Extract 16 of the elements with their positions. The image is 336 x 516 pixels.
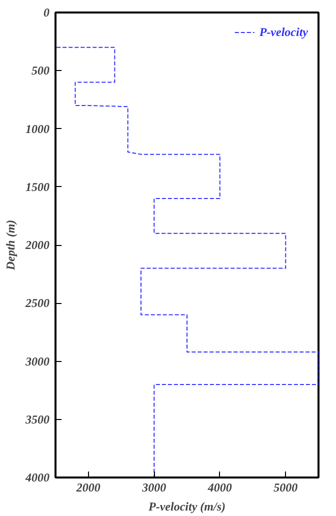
x-tick-label: 5000 xyxy=(274,480,298,494)
x-tick-label: 4000 xyxy=(206,480,232,494)
x-tick-label: 2000 xyxy=(75,480,100,494)
y-tick-label: 3500 xyxy=(24,412,50,426)
y-tick-label: 4000 xyxy=(24,470,50,484)
y-tick-label: 1000 xyxy=(26,122,50,136)
legend-label: P-velocity xyxy=(259,24,308,40)
x-tick-label: 3000 xyxy=(141,480,166,494)
x-axis-title: P-velocity (m/s) xyxy=(148,500,226,514)
y-tick-label: 2500 xyxy=(24,296,50,310)
y-axis-title: Depth (m) xyxy=(4,220,18,272)
y-tick-label: 3000 xyxy=(24,354,50,368)
y-tick-label: 1500 xyxy=(26,180,50,194)
y-tick-label: 500 xyxy=(32,64,50,78)
y-tick-label: 0 xyxy=(44,6,50,20)
y-tick-label: 2000 xyxy=(24,238,50,252)
